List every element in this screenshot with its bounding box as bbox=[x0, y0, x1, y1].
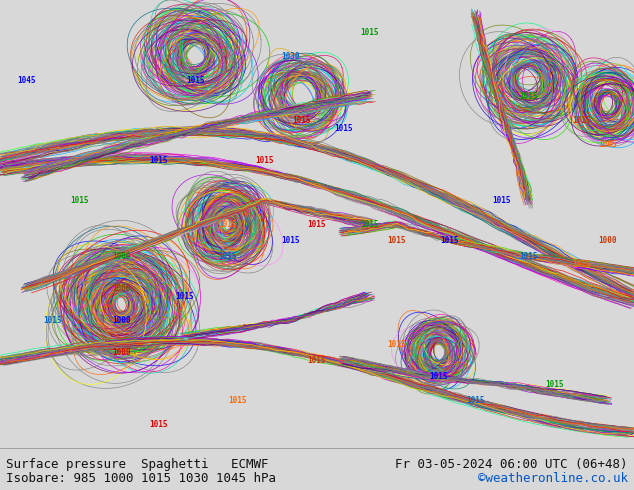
Text: 1015: 1015 bbox=[176, 292, 194, 301]
Text: 1045: 1045 bbox=[17, 75, 36, 85]
Text: 1000: 1000 bbox=[112, 284, 131, 293]
Text: 1005: 1005 bbox=[598, 140, 617, 148]
Text: Surface pressure  Spaghetti   ECMWF: Surface pressure Spaghetti ECMWF bbox=[6, 458, 269, 470]
Text: 1015: 1015 bbox=[218, 252, 236, 261]
Text: 1015: 1015 bbox=[361, 220, 379, 229]
Text: 1015: 1015 bbox=[466, 396, 485, 405]
Text: 1015: 1015 bbox=[149, 420, 168, 429]
Text: 1015: 1015 bbox=[440, 236, 458, 245]
Text: 1000: 1000 bbox=[112, 252, 131, 261]
Text: 1000: 1000 bbox=[112, 348, 131, 357]
Text: 1015: 1015 bbox=[228, 396, 247, 405]
Text: Isobare: 985 1000 1015 1030 1045 hPa: Isobare: 985 1000 1015 1030 1045 hPa bbox=[6, 472, 276, 485]
Text: 1000: 1000 bbox=[112, 316, 131, 325]
Text: 1015: 1015 bbox=[387, 236, 406, 245]
Text: 1000: 1000 bbox=[598, 236, 617, 245]
Text: 1015: 1015 bbox=[334, 123, 353, 133]
Text: 1015: 1015 bbox=[519, 92, 538, 100]
Text: ©weatheronline.co.uk: ©weatheronline.co.uk bbox=[477, 472, 628, 485]
Text: 1015: 1015 bbox=[493, 196, 511, 205]
Text: 1015: 1015 bbox=[387, 340, 406, 349]
Text: 1015: 1015 bbox=[44, 316, 62, 325]
Text: 1015: 1015 bbox=[519, 252, 538, 261]
Text: 1015: 1015 bbox=[307, 220, 327, 229]
Text: 1015: 1015 bbox=[70, 196, 89, 205]
Text: Fr 03-05-2024 06:00 UTC (06+48): Fr 03-05-2024 06:00 UTC (06+48) bbox=[395, 458, 628, 470]
Text: 1015: 1015 bbox=[429, 372, 448, 381]
Text: 1015: 1015 bbox=[292, 116, 311, 124]
Text: 1015: 1015 bbox=[281, 236, 300, 245]
Text: 1015: 1015 bbox=[572, 260, 590, 269]
Text: 1015: 1015 bbox=[149, 156, 168, 165]
Text: 1015: 1015 bbox=[255, 156, 273, 165]
Text: 1015: 1015 bbox=[361, 27, 379, 37]
Text: 1015: 1015 bbox=[572, 116, 590, 124]
Text: 1015: 1015 bbox=[186, 75, 205, 85]
Text: 1015: 1015 bbox=[307, 356, 327, 365]
Text: 1015: 1015 bbox=[545, 380, 564, 389]
Text: 1015: 1015 bbox=[218, 220, 236, 229]
Text: 1030: 1030 bbox=[281, 51, 300, 61]
